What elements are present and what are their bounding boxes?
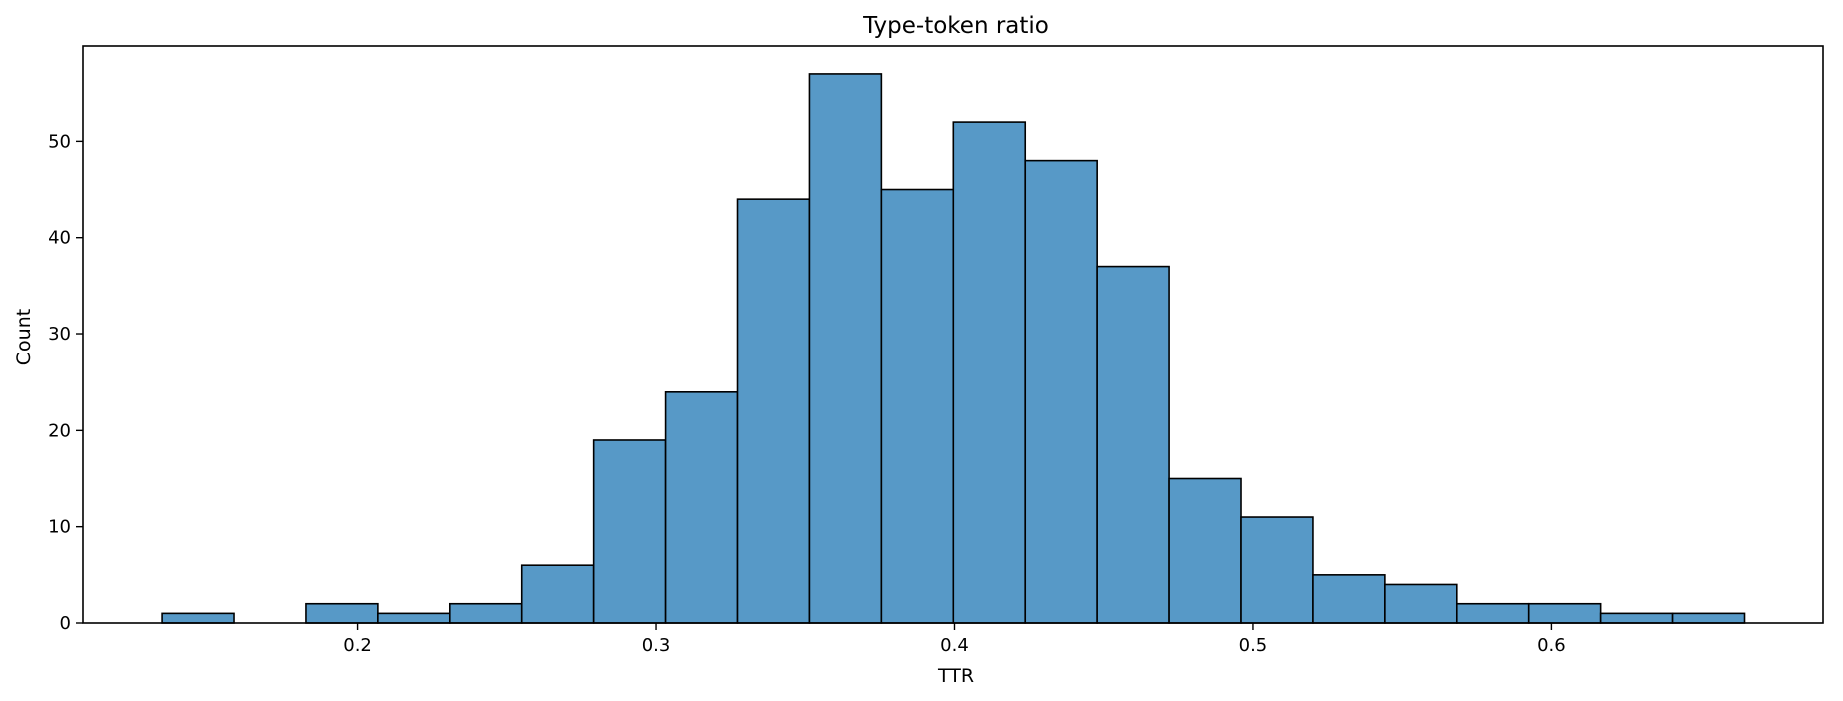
plot-frame	[82, 45, 1824, 624]
x-tick-label: 0.3	[642, 635, 671, 656]
y-tick-label: 30	[48, 324, 71, 345]
histogram-bar	[664, 391, 739, 624]
histogram-bar	[952, 121, 1027, 624]
y-axis-ticks: 0 10 20 30 40 50	[48, 131, 83, 634]
histogram-bar	[1096, 265, 1170, 624]
histogram-bar	[1312, 574, 1386, 624]
chart-title: Type-token ratio	[862, 13, 1049, 39]
y-tick-label: 50	[48, 131, 71, 152]
x-tick-label: 0.2	[343, 635, 372, 656]
x-tick-label: 0.6	[1537, 635, 1566, 656]
y-tick-label: 40	[48, 228, 71, 249]
histogram-bar	[1455, 602, 1530, 624]
histogram-bar	[880, 188, 955, 624]
histogram-bar	[592, 439, 667, 624]
histogram-bar	[1168, 477, 1242, 624]
histogram-bar	[161, 612, 235, 624]
histogram-bar	[448, 602, 523, 624]
histogram-bar	[1384, 583, 1458, 624]
x-axis-ticks: 0.2 0.3 0.4 0.5 0.6	[343, 623, 1566, 656]
histogram-bar	[1240, 516, 1314, 624]
x-tick-label: 0.5	[1239, 635, 1268, 656]
histogram-bar	[377, 612, 451, 624]
y-axis-label: Count	[13, 309, 35, 365]
histogram-bar	[520, 564, 595, 624]
histogram-bar	[1527, 602, 1602, 624]
histogram-bar	[1671, 612, 1746, 624]
histogram-bar	[1024, 159, 1098, 624]
y-tick-label: 20	[48, 420, 71, 441]
y-tick-label: 10	[48, 517, 71, 538]
histogram-bar	[305, 602, 379, 624]
x-axis-label: TTR	[937, 665, 974, 687]
bars-group	[161, 73, 1746, 624]
histogram-bar	[808, 73, 883, 624]
histogram-bar	[736, 198, 811, 624]
histogram-bar	[1599, 612, 1674, 624]
x-tick-label: 0.4	[940, 635, 969, 656]
y-tick-label: 0	[60, 613, 71, 634]
